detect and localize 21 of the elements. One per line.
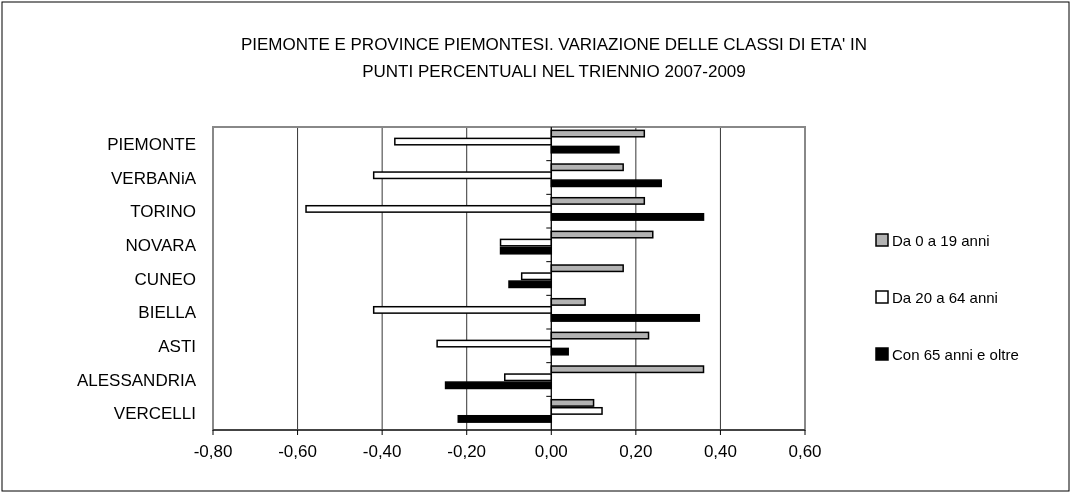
x-tick-label: 0,40 xyxy=(703,442,737,461)
y-tick-label: BIELLA xyxy=(138,303,197,323)
x-tick-label: -0,80 xyxy=(193,442,233,461)
x-tick-label: 0,00 xyxy=(534,442,568,461)
y-tick-label: ASTI xyxy=(158,336,196,356)
y-tick-label: VERCELLI xyxy=(113,404,196,424)
x-tick-label: -0,20 xyxy=(447,442,487,461)
y-tick-label: VERBANiA xyxy=(110,168,197,188)
x-tick-label: 0,20 xyxy=(619,442,653,461)
y-tick-label: NOVARA xyxy=(125,235,197,255)
y-tick-label: PIEMONTE xyxy=(107,134,196,154)
x-tick-label: 0,60 xyxy=(788,442,822,461)
legend-label: Da 20 a 64 anni xyxy=(892,289,998,306)
y-tick-label: CUNEO xyxy=(134,269,196,289)
chart-title: PIEMONTE E PROVINCE PIEMONTESI. VARIAZIONE DELLE CLASSI DI ETA' IN PUNTI PERCENTUALI NEL TRIENNIO 2007-2009 xyxy=(240,35,868,81)
legend-label: Da 0 a 19 anni xyxy=(892,232,990,249)
legend-label: Con 65 anni e oltre xyxy=(892,346,1019,363)
x-tick-label: -0,60 xyxy=(278,442,317,461)
y-tick-label: ALESSANDRIA xyxy=(76,370,197,390)
y-tick-label: TORINO xyxy=(130,202,196,222)
x-tick-label: -0,40 xyxy=(362,442,402,461)
